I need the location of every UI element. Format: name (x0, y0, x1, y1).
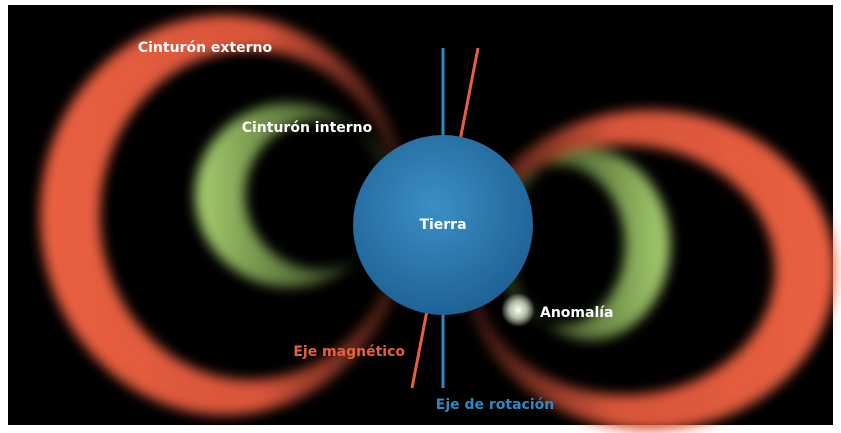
inner-belt-label: Cinturón interno (242, 120, 373, 136)
magnetic-axis-label: Eje magnético (293, 344, 405, 360)
page: {"labels": {"outer_belt": "Cinturón exte… (0, 0, 841, 433)
rotation-axis-label: Eje de rotación (436, 397, 554, 413)
earth-label: Tierra (419, 217, 466, 233)
outer-belt-label: Cinturón externo (138, 40, 273, 56)
diagram: Cinturón externo Cinturón interno Tierra… (0, 0, 841, 433)
anomaly-label: Anomalía (540, 305, 614, 321)
anomaly (501, 293, 535, 327)
